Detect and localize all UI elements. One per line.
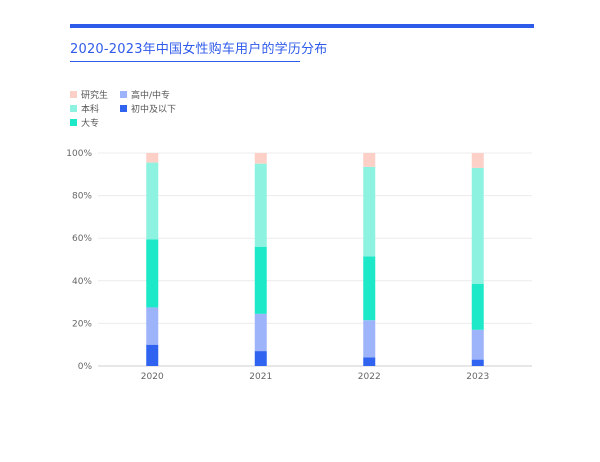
y-tick-label: 80% <box>72 192 92 202</box>
bar-segment <box>363 153 376 167</box>
legend-label: 大专 <box>81 119 100 129</box>
bar-segment <box>254 351 267 366</box>
bar-segment <box>363 320 376 358</box>
bar-segment <box>363 166 376 257</box>
legend-item: 大专 <box>70 116 99 129</box>
bar-segment <box>254 153 267 164</box>
legend-label: 高中/中专 <box>131 91 171 101</box>
legend-item: 研究生 <box>70 88 108 101</box>
x-tick-label: 2022 <box>358 372 381 382</box>
y-tick-label: 40% <box>72 277 92 287</box>
x-tick-label: 2020 <box>141 372 164 382</box>
bar-segment <box>254 163 267 247</box>
legend-swatch <box>120 105 127 112</box>
legend-label: 初中及以下 <box>131 105 177 115</box>
y-tick-label: 0% <box>78 362 93 372</box>
x-tick-label: 2021 <box>249 372 272 382</box>
bar-segment <box>146 307 159 345</box>
legend-item: 初中及以下 <box>120 102 176 115</box>
legend-swatch <box>70 105 77 112</box>
bar-segment <box>146 239 159 308</box>
bar-segment <box>363 357 376 366</box>
legend-item: 高中/中专 <box>120 88 170 101</box>
bar-segment <box>471 283 484 330</box>
top-accent-bar <box>70 24 534 28</box>
legend-swatch <box>70 119 77 126</box>
legend-label: 研究生 <box>81 91 109 101</box>
bar-segment <box>146 153 159 163</box>
bar-segment <box>471 167 484 284</box>
legend-item: 本科 <box>70 102 99 115</box>
chart-title: 2020-2023年中国女性购车用户的学历分布 <box>70 42 328 57</box>
bar-segment <box>254 313 267 352</box>
bar-segment <box>471 329 484 360</box>
y-tick-label: 20% <box>72 319 92 329</box>
bar-segment <box>146 162 159 240</box>
bar-segment <box>146 344 159 366</box>
x-tick-label: 2023 <box>466 372 489 382</box>
legend-swatch <box>120 91 127 98</box>
bar-segment <box>471 359 484 366</box>
legend-swatch <box>70 91 77 98</box>
y-tick-label: 60% <box>72 234 92 244</box>
title-underline <box>70 61 300 62</box>
bar-segment <box>363 256 376 321</box>
bar-segment <box>471 153 484 168</box>
bar-segment <box>254 246 267 314</box>
y-tick-label: 100% <box>66 149 92 159</box>
legend: 研究生 高中/中专本科 初中及以下大专 <box>70 88 270 129</box>
legend-label: 本科 <box>81 105 100 115</box>
